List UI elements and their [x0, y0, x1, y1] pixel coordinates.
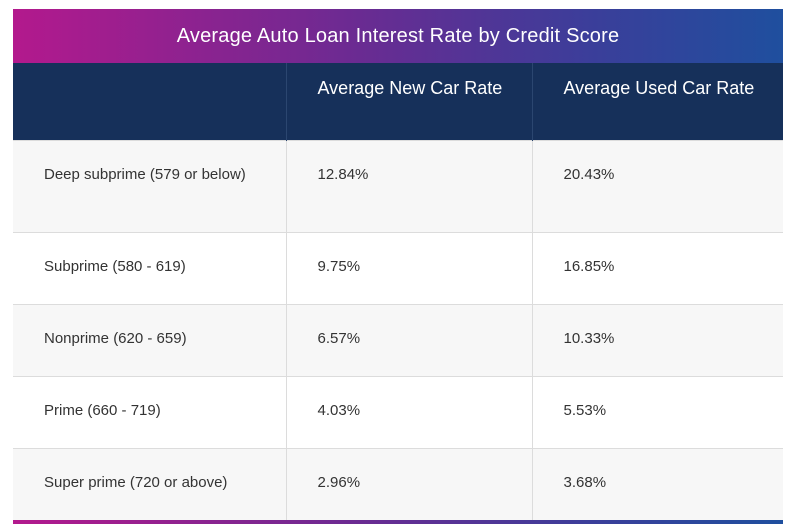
rate-table: Average New Car Rate Average Used Car Ra…: [13, 63, 783, 520]
new-car-rate-cell: 4.03%: [285, 376, 532, 449]
table-row: Subprime (580 - 619) 9.75% 16.85%: [13, 232, 783, 305]
used-car-rate-cell: 16.85%: [531, 232, 783, 305]
credit-tier-cell: Deep subprime (579 or below): [13, 140, 286, 233]
table-row: Super prime (720 or above) 2.96% 3.68%: [13, 448, 783, 520]
new-car-rate-cell: 9.75%: [285, 232, 532, 305]
new-car-rate-cell: 6.57%: [285, 304, 532, 377]
header-row: Average New Car Rate Average Used Car Ra…: [13, 63, 783, 141]
new-car-rate-cell: 12.84%: [285, 140, 532, 233]
table-row: Deep subprime (579 or below) 12.84% 20.4…: [13, 140, 783, 233]
credit-tier-cell: Prime (660 - 719): [13, 376, 286, 449]
new-car-rate-cell: 2.96%: [285, 448, 532, 520]
used-car-rate-cell: 3.68%: [531, 448, 783, 520]
table-row: Prime (660 - 719) 4.03% 5.53%: [13, 376, 783, 449]
header-used-car-rate: Average Used Car Rate: [531, 63, 783, 141]
used-car-rate-cell: 5.53%: [531, 376, 783, 449]
table-row: Nonprime (620 - 659) 6.57% 10.33%: [13, 304, 783, 377]
credit-tier-cell: Subprime (580 - 619): [13, 232, 286, 305]
bottom-accent-bar: [13, 520, 783, 524]
table-title: Average Auto Loan Interest Rate by Credi…: [13, 9, 783, 63]
rate-table-container: Average Auto Loan Interest Rate by Credi…: [13, 9, 783, 524]
credit-tier-cell: Super prime (720 or above): [13, 448, 286, 520]
header-new-car-rate: Average New Car Rate: [285, 63, 532, 141]
used-car-rate-cell: 20.43%: [531, 140, 783, 233]
table-header: Average New Car Rate Average Used Car Ra…: [13, 63, 783, 141]
credit-tier-cell: Nonprime (620 - 659): [13, 304, 286, 377]
header-credit-tier: [13, 63, 286, 141]
used-car-rate-cell: 10.33%: [531, 304, 783, 377]
table-body: Deep subprime (579 or below) 12.84% 20.4…: [13, 140, 783, 520]
